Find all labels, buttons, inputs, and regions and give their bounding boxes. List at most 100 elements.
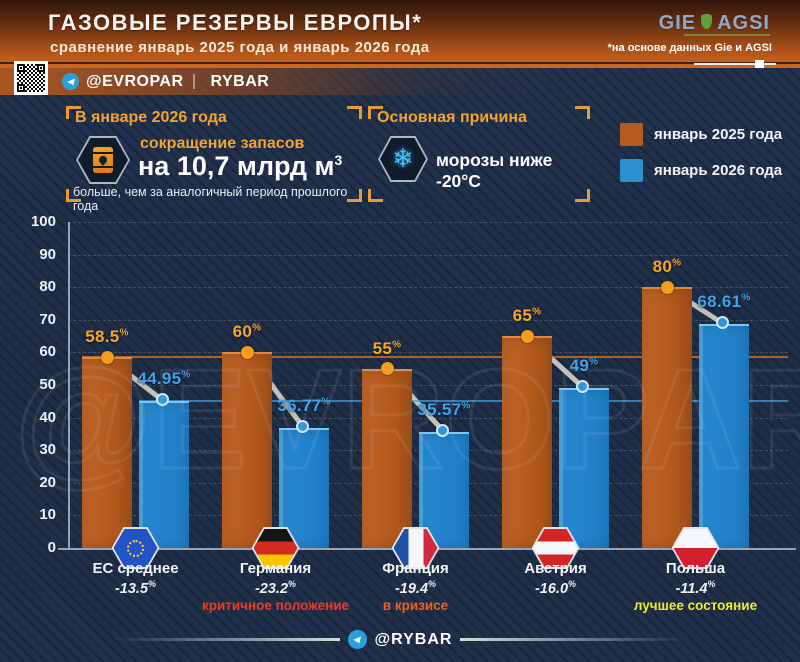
gridline [68,287,788,289]
legend-label: январь 2026 года [654,162,783,179]
gridline [68,385,788,386]
y-axis-tick-label: 30 [39,441,56,459]
bracket-corner [575,189,590,202]
logo-underline [684,34,770,36]
country-flag-hexagon [391,527,440,569]
header-divider [0,62,800,64]
oil-barrel-icon [93,147,113,173]
category-change: -23.2% [254,579,297,597]
hexagon-frame [76,136,130,184]
bar-2025 [82,357,132,548]
data-point-2026 [296,420,309,434]
hexagon-inner: ❄ [380,138,426,180]
reserves-caption: сокращение запасов [140,135,305,152]
bracket-corner [368,106,383,119]
value-label-2025: 80% [652,257,682,277]
reference-line [139,400,788,403]
qr-pattern [17,64,45,92]
data-point-2025 [380,362,394,376]
page-title: ГАЗОВЫЕ РЕЗЕРВЫ ЕВРОПЫ* [48,10,423,35]
gridline [68,319,788,321]
bar-2026 [139,401,189,548]
channel-rybar[interactable]: RYBAR [210,72,270,90]
header-accent-dot [755,60,764,68]
reserves-value: на 10,7 млрд м3 [138,151,342,182]
category-label: ЕС среднее [92,560,179,577]
data-point-2026 [576,380,589,394]
category-change: -16.0% [534,579,577,597]
footer-handle[interactable]: @RYBAR [374,630,453,648]
y-axis-tick-label: 80 [39,278,56,296]
hexagon-inner [78,138,128,182]
snowflake-icon: ❄ [392,144,414,174]
bar-2025 [222,352,272,548]
y-axis-line [68,222,70,548]
y-axis-tick-label: 60 [39,343,56,361]
agsi-logo-text: AGSI [717,12,770,34]
value-label-2026: 49% [569,356,599,376]
gie-logo-text: GIE [658,12,697,34]
info-box-title: В январе 2026 года [75,109,227,126]
y-axis-tick-label: 100 [30,213,56,230]
legend-swatch [620,123,643,146]
category-label: Германия [239,560,312,577]
category-change: -13.5% [114,579,157,597]
chart-legend: январь 2025 года январь 2026 года [620,123,782,182]
value-label-2026: 44.95% [137,369,191,389]
header-accent-line [694,63,776,65]
category-status: критичное положение [201,598,350,613]
category-label: Австрия [524,560,587,577]
y-axis-tick-label: 20 [39,473,56,491]
category-label: Польша [665,560,726,577]
reserves-footnote: больше, чем за аналогичный период прошло… [73,185,348,213]
footer-line-left [114,638,340,641]
data-point-2025 [100,350,114,364]
country-flag-hexagon [111,527,160,569]
data-point-2025 [240,345,254,359]
legend-label: январь 2025 года [654,126,783,143]
gie-agsi-logo: GIE AGSI [659,12,770,35]
source-note: *на основе данных Gie и AGSI [607,42,772,54]
y-axis-tick-label: 10 [39,506,56,524]
country-flag-hexagon [671,527,720,569]
bracket-corner [347,106,362,119]
data-point-2026 [436,424,449,438]
header: ГАЗОВЫЕ РЕЗЕРВЫ ЕВРОПЫ* сравнение январь… [0,0,800,68]
category-status: в кризисе [382,598,449,613]
channel-evropar[interactable]: @EVROPAR [86,72,184,90]
data-point-2025 [660,280,674,294]
value-label-2026: 36.77% [277,396,331,416]
reference-line [82,356,788,359]
bar-2025 [362,368,412,548]
reason-text: морозы ниже -20°C [436,150,553,191]
reserves-value-sup: 3 [334,152,343,168]
hexagon-frame: ❄ [378,136,428,182]
y-axis-tick-label: 0 [47,539,56,556]
info-box-title: Основная причина [377,109,527,126]
value-label-2026: 35.57% [417,400,471,420]
data-point-2025 [520,329,534,343]
value-label-2025: 65% [512,306,542,326]
data-point-2026 [716,316,729,330]
legend-item: январь 2025 года [620,123,782,146]
value-label-2025: 60% [232,322,262,342]
value-label-2025: 58.5% [85,327,129,347]
info-box-reserves: В январе 2026 года сокращение запасов на… [66,106,362,213]
category-status: лучшее состояние [633,598,758,613]
value-label-2026: 68.61% [697,292,751,312]
qr-code [14,61,48,95]
bracket-corner [347,189,362,202]
y-axis-tick-label: 50 [39,376,56,393]
page-subtitle: сравнение январь 2025 года и январь 2026… [50,39,430,56]
bar-2025 [642,287,692,548]
data-point-2026 [156,393,169,407]
category-label: Франция [382,560,449,577]
gridline [68,254,788,256]
bracket-corner [66,106,81,119]
legend-swatch [620,159,643,182]
country-flag-hexagon [251,527,300,569]
footer-line-right [460,638,686,641]
gridline [68,222,788,223]
legend-item: январь 2026 года [620,159,782,182]
